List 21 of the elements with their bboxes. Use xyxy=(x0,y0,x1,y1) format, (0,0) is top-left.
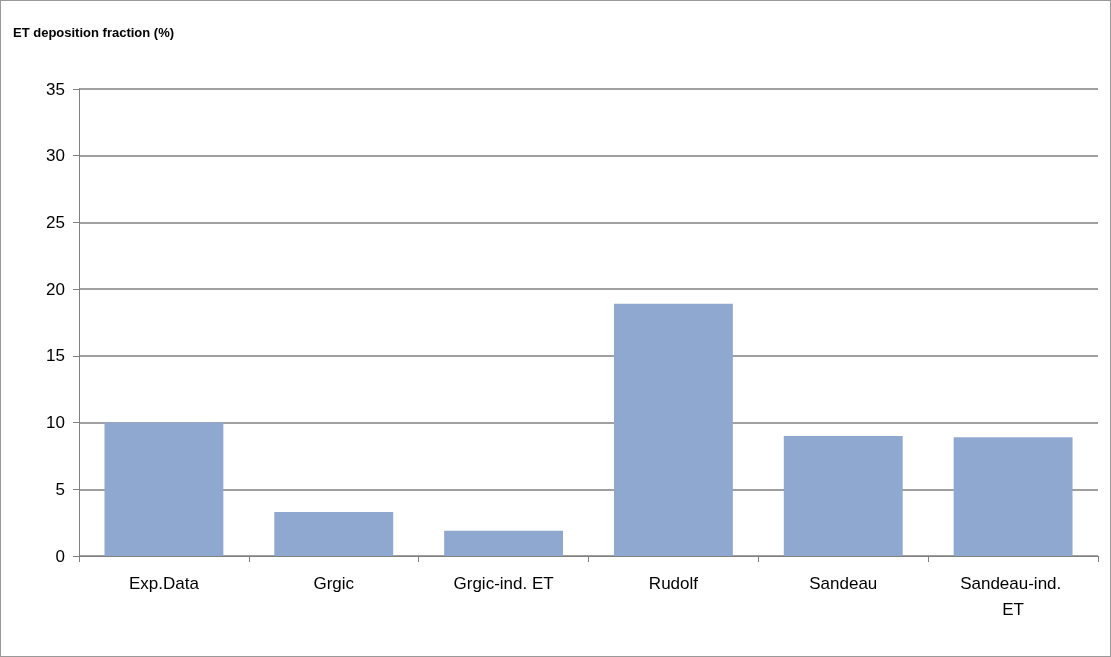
bar xyxy=(953,437,1073,556)
bar xyxy=(613,303,733,556)
bar xyxy=(104,422,224,556)
bar xyxy=(274,511,394,556)
x-tick-label: Grgic xyxy=(313,573,355,593)
bar xyxy=(444,530,564,556)
x-tick-label: Grgic-ind. ET xyxy=(453,573,554,593)
bar xyxy=(783,435,903,556)
y-axis-title: ET deposition fraction (%) xyxy=(13,25,175,40)
x-tick-label: Sandeau xyxy=(809,573,878,593)
y-tick-label: 20 xyxy=(46,279,65,299)
y-tick-label: 10 xyxy=(46,413,65,433)
x-tick-label: Exp.Data xyxy=(128,573,200,593)
x-tick-label: Rudolf xyxy=(648,573,699,593)
y-tick-label: 25 xyxy=(46,212,65,232)
x-tick-label: Sandeau-ind. ET xyxy=(960,573,1067,619)
y-tick-label: 35 xyxy=(46,79,65,99)
y-tick-label: 30 xyxy=(46,146,65,166)
y-tick-label: 15 xyxy=(46,346,65,366)
y-tick-label: 5 xyxy=(55,479,65,499)
y-tick-label: 0 xyxy=(55,546,65,566)
